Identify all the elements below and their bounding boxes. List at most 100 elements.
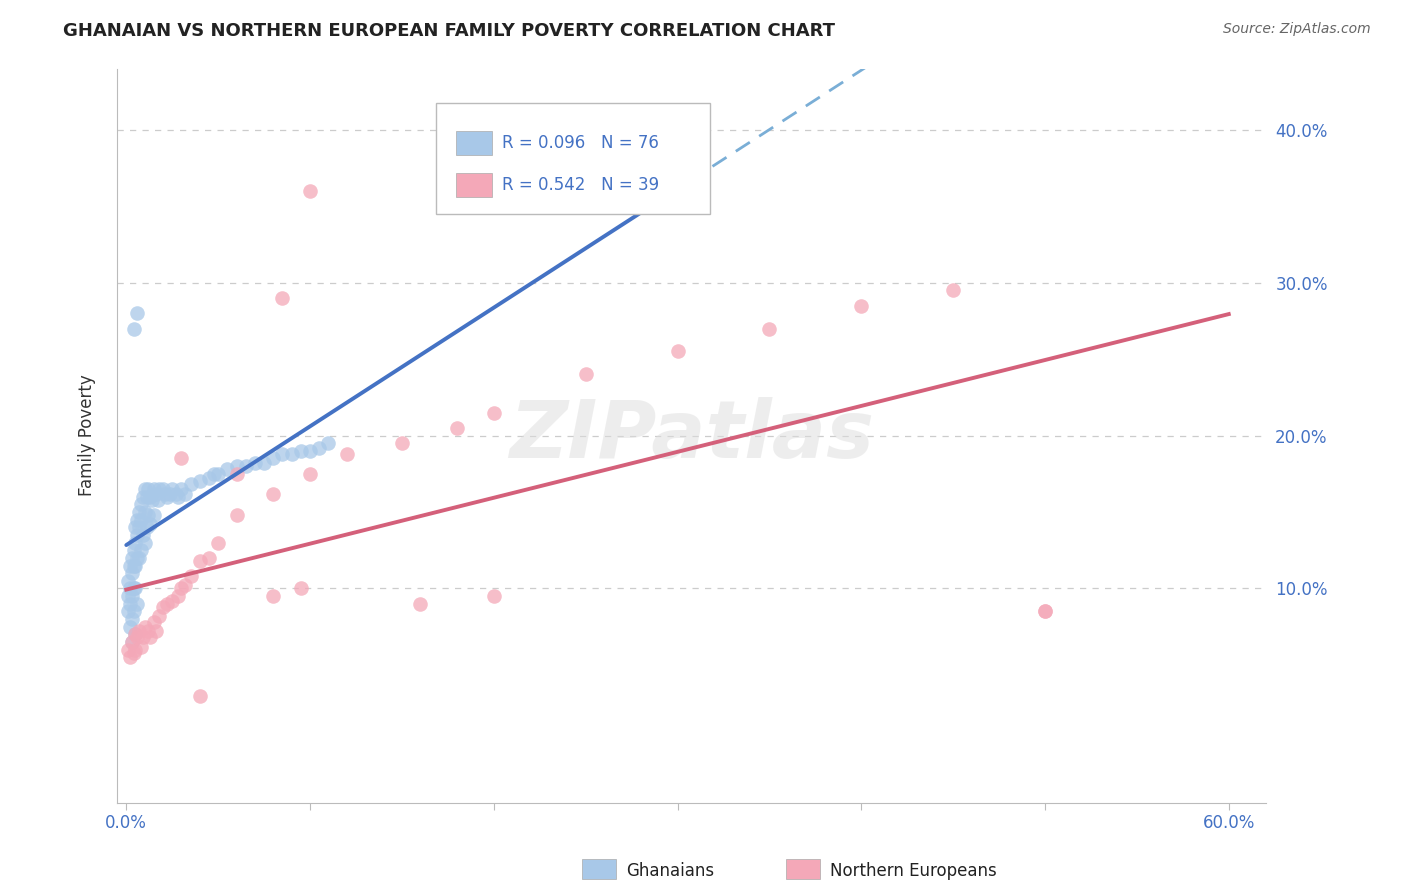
Point bbox=[142, 508, 165, 522]
Point bbox=[134, 505, 156, 519]
Point bbox=[122, 582, 145, 596]
Point bbox=[271, 291, 294, 305]
Text: Ghanaians: Ghanaians bbox=[626, 862, 714, 880]
Point bbox=[174, 578, 197, 592]
Point bbox=[148, 609, 170, 624]
Point bbox=[170, 451, 193, 466]
Point bbox=[127, 631, 149, 645]
Point bbox=[243, 456, 266, 470]
Point bbox=[299, 443, 322, 458]
Point bbox=[122, 321, 145, 335]
Text: ZIPatlas: ZIPatlas bbox=[509, 397, 873, 475]
Point bbox=[127, 306, 149, 320]
Point bbox=[1033, 604, 1056, 618]
Point bbox=[124, 582, 146, 596]
Text: R = 0.096   N = 76: R = 0.096 N = 76 bbox=[502, 134, 659, 152]
Text: R = 0.542   N = 39: R = 0.542 N = 39 bbox=[502, 176, 659, 194]
Point bbox=[165, 486, 187, 500]
Point bbox=[262, 486, 284, 500]
Point bbox=[117, 574, 139, 588]
Point bbox=[146, 492, 169, 507]
Point bbox=[121, 589, 143, 603]
Point bbox=[117, 589, 139, 603]
Point bbox=[170, 582, 193, 596]
Point bbox=[153, 486, 176, 500]
Point bbox=[135, 520, 157, 534]
Point bbox=[124, 520, 146, 534]
Point bbox=[138, 624, 160, 639]
Point bbox=[336, 447, 359, 461]
Point bbox=[128, 550, 150, 565]
Point bbox=[188, 554, 211, 568]
Point bbox=[391, 436, 413, 450]
Point bbox=[290, 582, 312, 596]
Text: GHANAIAN VS NORTHERN EUROPEAN FAMILY POVERTY CORRELATION CHART: GHANAIAN VS NORTHERN EUROPEAN FAMILY POV… bbox=[63, 22, 835, 40]
Point bbox=[758, 321, 780, 335]
Point bbox=[127, 513, 149, 527]
Point bbox=[148, 482, 170, 496]
Point bbox=[318, 436, 340, 450]
Point bbox=[127, 528, 149, 542]
Point bbox=[262, 451, 284, 466]
Point bbox=[132, 528, 155, 542]
Point bbox=[132, 490, 155, 504]
Point bbox=[124, 535, 146, 549]
Point bbox=[129, 497, 152, 511]
Point bbox=[207, 467, 229, 481]
Point bbox=[124, 627, 146, 641]
Point bbox=[142, 615, 165, 629]
Point bbox=[482, 406, 505, 420]
Point bbox=[217, 462, 239, 476]
Point bbox=[124, 642, 146, 657]
Point bbox=[280, 447, 302, 461]
Point bbox=[166, 490, 188, 504]
Point bbox=[117, 642, 139, 657]
Point bbox=[118, 597, 141, 611]
Point bbox=[174, 486, 197, 500]
Point bbox=[141, 492, 163, 507]
Point bbox=[127, 550, 149, 565]
Point bbox=[121, 612, 143, 626]
Point bbox=[235, 459, 257, 474]
Point bbox=[128, 520, 150, 534]
Point bbox=[207, 535, 229, 549]
Point bbox=[121, 635, 143, 649]
Point bbox=[135, 490, 157, 504]
Point bbox=[122, 543, 145, 558]
Point bbox=[198, 550, 221, 565]
Point bbox=[142, 482, 165, 496]
Point bbox=[129, 513, 152, 527]
Point bbox=[253, 456, 276, 470]
Point bbox=[271, 447, 294, 461]
Point bbox=[225, 508, 247, 522]
Point bbox=[118, 620, 141, 634]
Point bbox=[121, 635, 143, 649]
Point bbox=[145, 486, 167, 500]
Point bbox=[139, 631, 162, 645]
Point bbox=[128, 624, 150, 639]
Point bbox=[299, 467, 322, 481]
Point bbox=[118, 650, 141, 665]
Point bbox=[128, 505, 150, 519]
Point bbox=[152, 599, 174, 614]
Point bbox=[180, 569, 202, 583]
Point bbox=[188, 689, 211, 703]
Point bbox=[152, 482, 174, 496]
Point bbox=[299, 184, 322, 198]
Point bbox=[129, 543, 152, 558]
Point bbox=[122, 646, 145, 660]
Point bbox=[121, 566, 143, 581]
Point bbox=[134, 620, 156, 634]
Point bbox=[290, 443, 312, 458]
Point bbox=[482, 589, 505, 603]
Point bbox=[575, 368, 598, 382]
Y-axis label: Family Poverty: Family Poverty bbox=[79, 375, 96, 497]
Point bbox=[225, 467, 247, 481]
Point bbox=[262, 589, 284, 603]
Point bbox=[156, 597, 179, 611]
Point bbox=[170, 482, 193, 496]
Point bbox=[118, 582, 141, 596]
Text: Source: ZipAtlas.com: Source: ZipAtlas.com bbox=[1223, 22, 1371, 37]
Point bbox=[180, 477, 202, 491]
Point bbox=[198, 471, 221, 485]
